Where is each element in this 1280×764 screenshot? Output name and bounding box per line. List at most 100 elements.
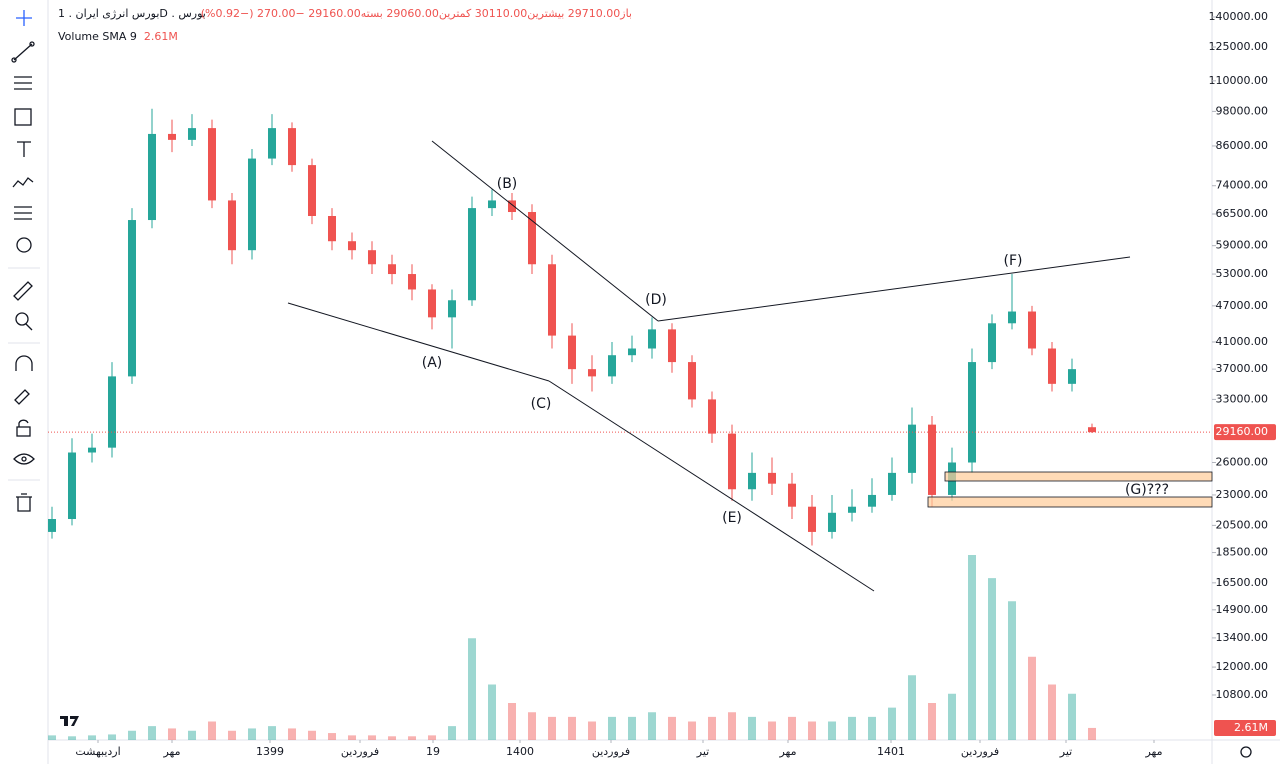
volume-bar	[408, 736, 416, 740]
candle-body	[428, 289, 436, 318]
candle-body	[668, 329, 676, 363]
trend-line[interactable]	[431, 140, 659, 322]
y-tick-label: 37000.00	[1216, 362, 1269, 375]
volume-bar	[448, 726, 456, 740]
x-tick-label: مهر	[778, 745, 796, 758]
y-tick-label: 14900.00	[1216, 603, 1269, 616]
wave-label: (E)	[722, 510, 742, 526]
y-tick-label: 12000.00	[1216, 660, 1269, 673]
x-tick-label: مهر	[1144, 745, 1162, 758]
candle-body	[748, 472, 756, 490]
candle-body	[568, 335, 576, 370]
volume-bar	[188, 730, 196, 740]
volume-title: Volume SMA 9 2.61M	[58, 30, 178, 43]
volume-bar	[488, 684, 496, 740]
volume-bar	[288, 728, 296, 740]
wave-label: (B)	[497, 176, 518, 192]
candle-body	[908, 424, 916, 473]
candle-body	[228, 200, 236, 251]
y-tick-label: 16500.00	[1216, 576, 1269, 589]
candle-body	[48, 519, 56, 532]
volume-bar	[708, 716, 716, 740]
volume-bar	[868, 716, 876, 740]
zone-box[interactable]	[927, 496, 1213, 508]
x-tick-label: مهر	[162, 745, 180, 758]
volume-bar	[728, 712, 736, 740]
volume-bar	[1048, 684, 1056, 740]
trend-line[interactable]	[548, 380, 875, 592]
y-tick-label: 74000.00	[1216, 179, 1269, 192]
x-tick-label: فروردین	[961, 745, 999, 758]
candle-body	[728, 433, 736, 490]
volume-bar	[748, 716, 756, 740]
candle-body	[808, 506, 816, 532]
toolbar	[0, 0, 48, 764]
wave-label: (F)	[1004, 253, 1023, 269]
candle-body	[708, 399, 716, 434]
candle-body	[788, 483, 796, 507]
volume-bar	[668, 716, 676, 740]
volume-bar	[808, 721, 816, 740]
volume-bar	[348, 735, 356, 740]
candle-body	[1048, 348, 1056, 384]
candle-body	[588, 369, 596, 377]
candle-body	[148, 133, 156, 221]
volume-bar	[988, 578, 996, 740]
trend-line[interactable]	[287, 302, 550, 382]
volume-bar	[248, 728, 256, 740]
volume-bar	[428, 735, 436, 740]
volume-bar	[548, 716, 556, 740]
y-tick-label: 13400.00	[1216, 631, 1269, 644]
y-tick-label: 66500.00	[1216, 207, 1269, 220]
toolbar-icons[interactable]	[11, 10, 35, 512]
candle-body	[888, 472, 896, 495]
volume-bar	[968, 555, 976, 740]
x-tick-label: 1401	[877, 745, 905, 758]
candle-body	[648, 329, 656, 349]
candle-body	[388, 264, 396, 275]
y-tick-label: 53000.00	[1216, 267, 1269, 280]
volume-bar	[788, 716, 796, 740]
symbol[interactable]: بورس انرژی ایران . 1D . بورس	[58, 7, 206, 20]
y-tick-label: 18500.00	[1216, 546, 1269, 559]
candle-body	[508, 200, 516, 213]
x-tick-label: فروردین	[592, 745, 630, 758]
candle-body	[768, 472, 776, 484]
volume-bar	[588, 721, 596, 740]
x-tick-label: تیر	[696, 745, 709, 758]
volume-bar	[628, 716, 636, 740]
y-tick-label: 10800.00	[1216, 688, 1269, 701]
volume-bar	[848, 716, 856, 740]
volume-bar	[48, 735, 56, 740]
candle-body	[128, 220, 136, 377]
zone-box[interactable]	[944, 471, 1213, 482]
candle-body	[368, 250, 376, 265]
candle-body	[528, 212, 536, 265]
y-tick-label: 110000.00	[1209, 74, 1269, 87]
candle-body	[1068, 369, 1076, 384]
plot	[48, 108, 1212, 740]
volume-tag	[1214, 720, 1276, 736]
candle-body	[1088, 427, 1096, 433]
candle-body	[868, 494, 876, 507]
candle-body	[848, 506, 856, 513]
y-tick-label: 26000.00	[1216, 455, 1269, 468]
volume-bar	[268, 726, 276, 740]
drawings[interactable]	[287, 140, 1213, 592]
current-price-tag	[1214, 424, 1276, 441]
candle-body	[968, 362, 976, 463]
candle-body	[448, 300, 456, 318]
volume-bar	[608, 716, 616, 740]
volume-bar	[528, 712, 536, 740]
volume-bar	[768, 721, 776, 740]
volume-bar	[68, 736, 76, 740]
volume-bar	[468, 638, 476, 740]
candle-body	[268, 128, 276, 159]
trend-line[interactable]	[657, 256, 1131, 322]
candle-body	[548, 264, 556, 336]
volume-bar	[128, 730, 136, 740]
settings-icon[interactable]	[1240, 746, 1252, 758]
candle-body	[188, 128, 196, 140]
